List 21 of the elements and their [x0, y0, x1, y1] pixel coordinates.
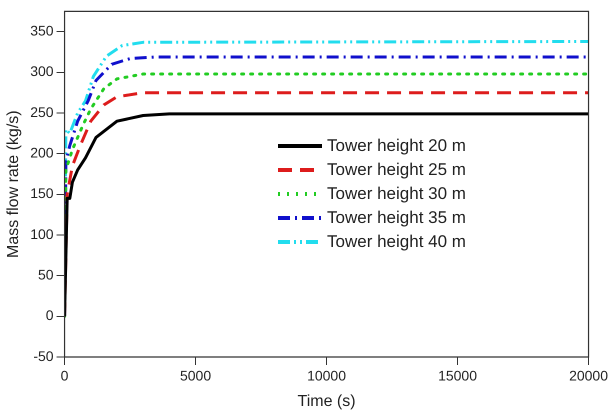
x-tick-label: 20000	[569, 367, 608, 384]
y-tick-label: 200	[30, 144, 54, 161]
y-tick-label: 50	[38, 266, 54, 283]
y-tick-label: 300	[30, 63, 54, 80]
y-tick-label: 350	[30, 22, 54, 39]
legend-label: Tower height 20 m	[327, 136, 466, 156]
y-tick-label: 250	[30, 104, 54, 120]
y-tick-label: 100	[30, 226, 54, 242]
x-tick-label: 15000	[438, 367, 478, 384]
x-axis-title: Time (s)	[298, 392, 356, 410]
x-tick-label: 5000	[180, 367, 212, 384]
legend-label: Tower height 25 m	[327, 160, 466, 180]
legend-label: Tower height 35 m	[327, 208, 466, 228]
legend-label: Tower height 40 m	[327, 232, 466, 252]
y-axis-title: Mass flow rate (kg/s)	[5, 110, 22, 258]
y-tick-label: 0	[46, 307, 54, 324]
y-tick-label: -50	[33, 348, 54, 364]
y-tick-label: 150	[30, 185, 54, 202]
x-tick-label: 10000	[307, 367, 346, 384]
legend-label: Tower height 30 m	[327, 184, 466, 204]
x-tick-label: 0	[60, 367, 69, 384]
